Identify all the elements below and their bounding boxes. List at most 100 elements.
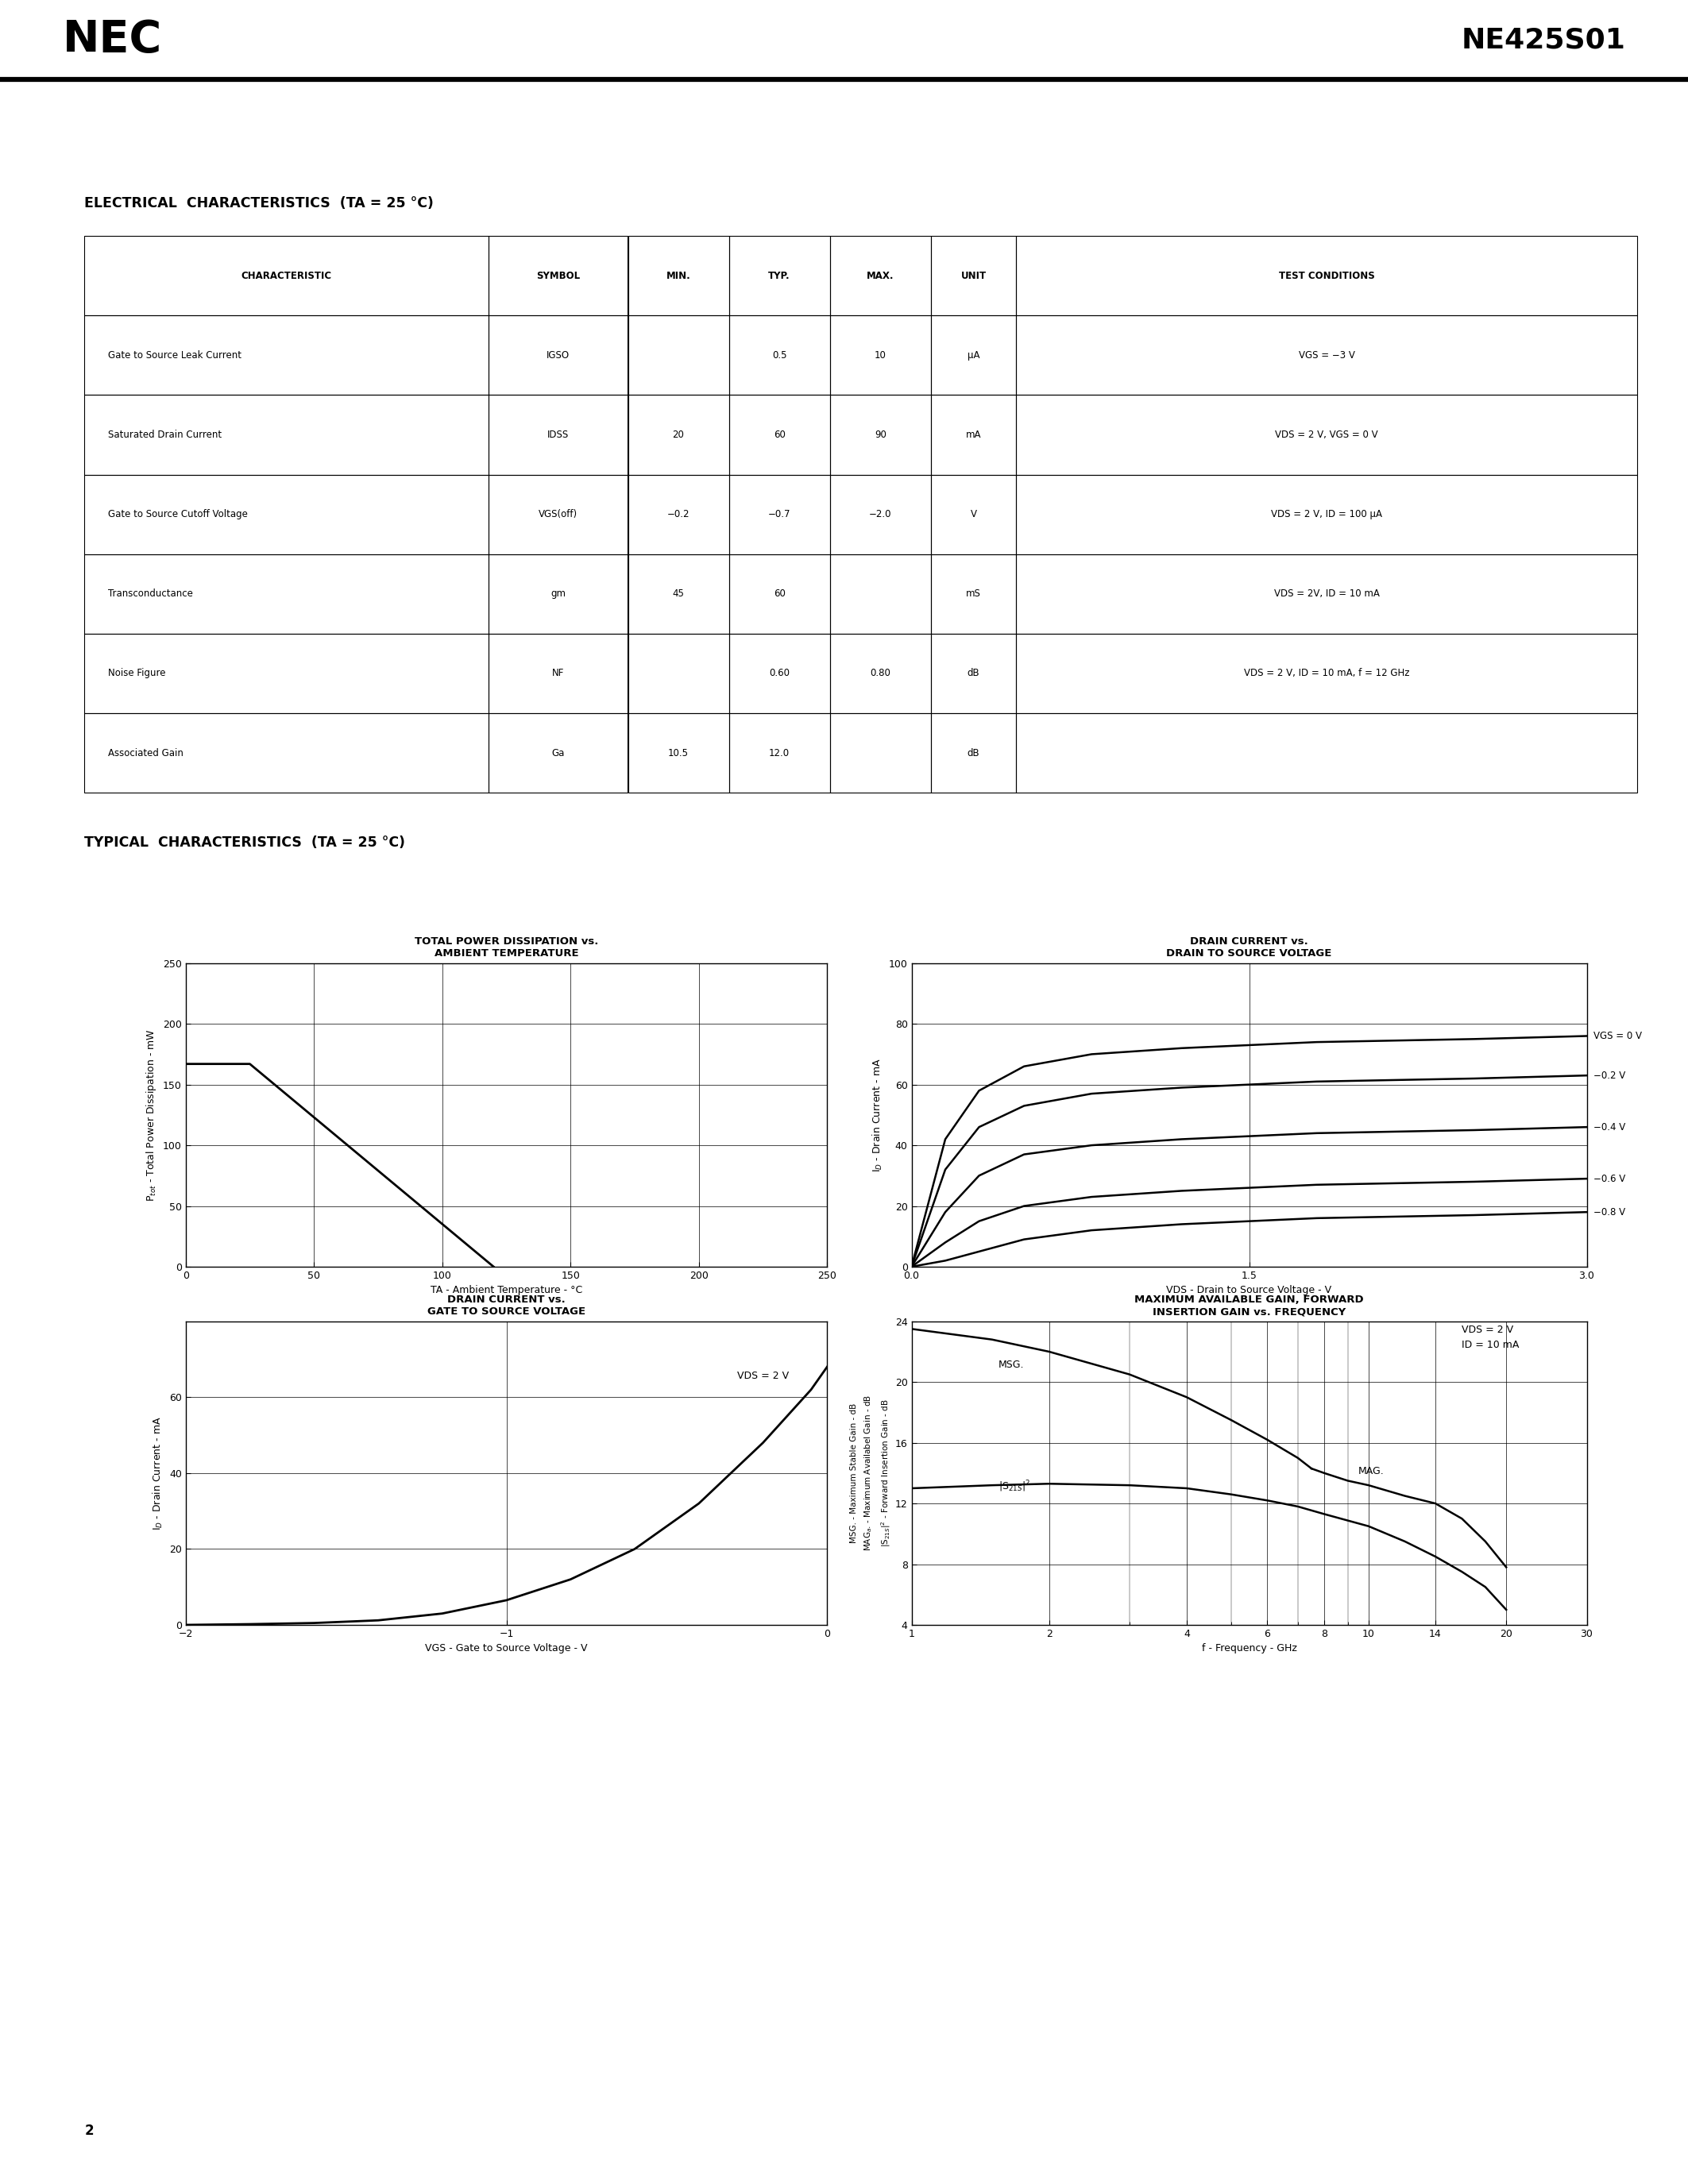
Title: TOTAL POWER DISSIPATION vs.
AMBIENT TEMPERATURE: TOTAL POWER DISSIPATION vs. AMBIENT TEMP…: [415, 937, 598, 959]
X-axis label: TA - Ambient Temperature - °C: TA - Ambient Temperature - °C: [430, 1286, 582, 1295]
Text: UNIT: UNIT: [960, 271, 986, 282]
Bar: [830, 236, 930, 314]
Text: 90: 90: [874, 430, 886, 439]
Text: Gate to Source Leak Current: Gate to Source Leak Current: [108, 349, 241, 360]
Y-axis label: I$_D$ - Drain Current - mA: I$_D$ - Drain Current - mA: [152, 1415, 165, 1531]
Text: VDS = 2 V, ID = 10 mA, f = 12 GHz: VDS = 2 V, ID = 10 mA, f = 12 GHz: [1244, 668, 1409, 679]
Text: Associated Gain: Associated Gain: [108, 747, 182, 758]
Text: IGSO: IGSO: [547, 349, 569, 360]
Text: 10: 10: [874, 349, 886, 360]
Text: |S$_{21S}$|$^2$: |S$_{21S}$|$^2$: [999, 1479, 1030, 1494]
Title: DRAIN CURRENT vs.
DRAIN TO SOURCE VOLTAGE: DRAIN CURRENT vs. DRAIN TO SOURCE VOLTAG…: [1166, 937, 1332, 959]
Text: V: V: [971, 509, 977, 520]
Text: dB: dB: [967, 747, 979, 758]
Text: Noise Figure: Noise Figure: [108, 668, 165, 679]
Text: IDSS: IDSS: [547, 430, 569, 439]
Text: Transconductance: Transconductance: [108, 590, 192, 598]
Bar: [729, 555, 830, 633]
Text: 10.5: 10.5: [668, 747, 689, 758]
Bar: [930, 474, 1016, 555]
Text: 0.5: 0.5: [771, 349, 787, 360]
Y-axis label: MSG. - Maximum Stable Gain - dB
MAG$_{a}$. - Maximum Availabel Gain - dB
|S$_{21: MSG. - Maximum Stable Gain - dB MAG$_{a}…: [851, 1396, 891, 1551]
Text: VGS = −3 V: VGS = −3 V: [1298, 349, 1355, 360]
Bar: [84, 555, 488, 633]
Text: 2: 2: [84, 2123, 93, 2138]
Bar: [488, 236, 628, 314]
Bar: [729, 395, 830, 474]
Text: 0.60: 0.60: [770, 668, 790, 679]
Bar: [729, 714, 830, 793]
Bar: [930, 236, 1016, 314]
Text: dB: dB: [967, 668, 979, 679]
Bar: [830, 633, 930, 714]
Bar: [628, 714, 729, 793]
Text: Saturated Drain Current: Saturated Drain Current: [108, 430, 221, 439]
Bar: [930, 555, 1016, 633]
Text: ELECTRICAL  CHARACTERISTICS  (TA = 25 °C): ELECTRICAL CHARACTERISTICS (TA = 25 °C): [84, 197, 434, 210]
Bar: [628, 474, 729, 555]
Text: gm: gm: [550, 590, 565, 598]
Bar: [729, 633, 830, 714]
Text: MSG.: MSG.: [999, 1361, 1025, 1369]
Bar: [1016, 633, 1637, 714]
Y-axis label: P$_{tot}$ - Total Power Dissipation - mW: P$_{tot}$ - Total Power Dissipation - mW: [145, 1029, 159, 1201]
Bar: [830, 314, 930, 395]
Bar: [488, 474, 628, 555]
Text: CHARACTERISTIC: CHARACTERISTIC: [241, 271, 331, 282]
Bar: [1016, 395, 1637, 474]
Text: NF: NF: [552, 668, 564, 679]
Text: −0.6 V: −0.6 V: [1593, 1173, 1626, 1184]
Text: VGS = 0 V: VGS = 0 V: [1593, 1031, 1642, 1042]
Bar: [84, 633, 488, 714]
Bar: [729, 474, 830, 555]
Bar: [930, 633, 1016, 714]
Bar: [628, 555, 729, 633]
Title: MAXIMUM AVAILABLE GAIN, FORWARD
INSERTION GAIN vs. FREQUENCY: MAXIMUM AVAILABLE GAIN, FORWARD INSERTIO…: [1134, 1295, 1364, 1317]
Text: −0.8 V: −0.8 V: [1593, 1208, 1626, 1216]
Bar: [628, 633, 729, 714]
Text: VDS = 2 V: VDS = 2 V: [1462, 1324, 1514, 1334]
Bar: [1016, 714, 1637, 793]
Bar: [628, 395, 729, 474]
Bar: [488, 555, 628, 633]
Text: TYP.: TYP.: [768, 271, 790, 282]
Bar: [1016, 474, 1637, 555]
Text: VDS = 2 V, VGS = 0 V: VDS = 2 V, VGS = 0 V: [1276, 430, 1377, 439]
X-axis label: VDS - Drain to Source Voltage - V: VDS - Drain to Source Voltage - V: [1166, 1286, 1332, 1295]
Bar: [830, 555, 930, 633]
Text: MAG.: MAG.: [1359, 1465, 1384, 1476]
Bar: [830, 395, 930, 474]
Text: VGS(off): VGS(off): [538, 509, 577, 520]
Text: ID = 10 mA: ID = 10 mA: [1462, 1339, 1519, 1350]
Text: 20: 20: [672, 430, 684, 439]
Bar: [930, 395, 1016, 474]
Text: −0.2: −0.2: [667, 509, 690, 520]
Text: NE425S01: NE425S01: [1462, 26, 1626, 52]
X-axis label: VGS - Gate to Source Voltage - V: VGS - Gate to Source Voltage - V: [425, 1645, 587, 1653]
Title: DRAIN CURRENT vs.
GATE TO SOURCE VOLTAGE: DRAIN CURRENT vs. GATE TO SOURCE VOLTAGE: [427, 1295, 586, 1317]
Text: Ga: Ga: [552, 747, 564, 758]
Bar: [930, 714, 1016, 793]
Bar: [628, 236, 729, 314]
Bar: [84, 395, 488, 474]
Text: TEST CONDITIONS: TEST CONDITIONS: [1280, 271, 1374, 282]
Bar: [488, 314, 628, 395]
Bar: [84, 236, 488, 314]
Text: μA: μA: [967, 349, 979, 360]
Text: MIN.: MIN.: [667, 271, 690, 282]
Text: TYPICAL  CHARACTERISTICS  (TA = 25 °C): TYPICAL CHARACTERISTICS (TA = 25 °C): [84, 836, 405, 850]
X-axis label: f - Frequency - GHz: f - Frequency - GHz: [1202, 1645, 1296, 1653]
Bar: [1016, 236, 1637, 314]
Text: −0.7: −0.7: [768, 509, 790, 520]
Bar: [1016, 555, 1637, 633]
Text: −0.4 V: −0.4 V: [1593, 1123, 1626, 1131]
Bar: [488, 714, 628, 793]
Bar: [729, 314, 830, 395]
Bar: [488, 633, 628, 714]
Text: MAX.: MAX.: [866, 271, 895, 282]
Text: VDS = 2 V, ID = 100 μA: VDS = 2 V, ID = 100 μA: [1271, 509, 1382, 520]
Bar: [488, 395, 628, 474]
Text: mA: mA: [966, 430, 981, 439]
Bar: [729, 236, 830, 314]
Bar: [628, 314, 729, 395]
